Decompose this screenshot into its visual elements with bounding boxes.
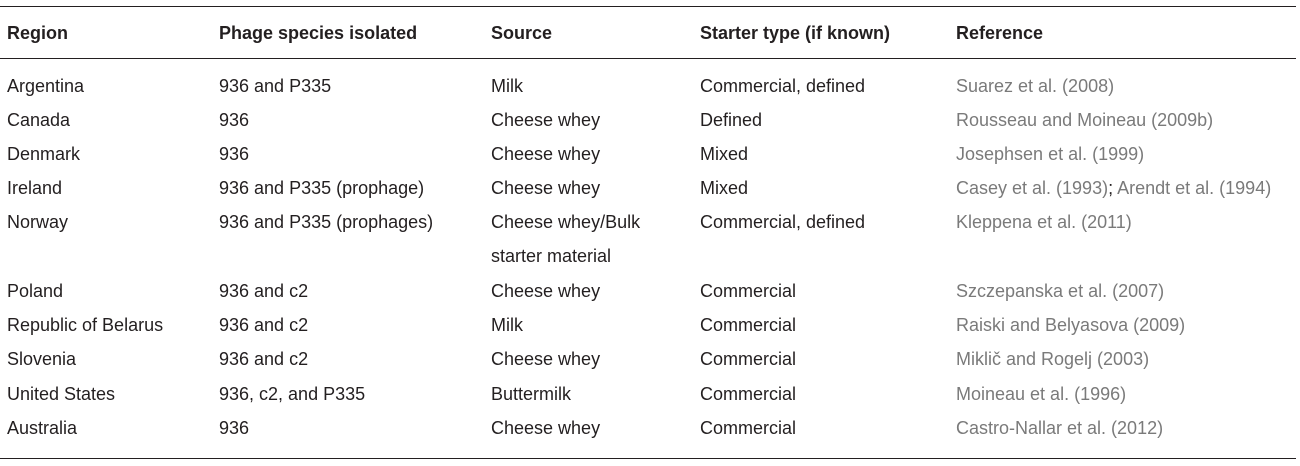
- cell-phage: 936 and P335: [219, 76, 332, 96]
- cell-phage: 936 and c2: [219, 281, 309, 301]
- cell-phage: 936 and P335 (prophages): [219, 212, 434, 232]
- cell-starter: Commercial: [700, 384, 797, 404]
- cell-phage: 936, c2, and P335: [219, 384, 366, 404]
- cell-reference-link[interactable]: Rousseau and Moineau (2009b): [956, 110, 1214, 130]
- cell-phage: 936 and P335 (prophage): [219, 178, 425, 198]
- cell-reference-link[interactable]: Raiski and Belyasova (2009): [956, 315, 1186, 335]
- cell-source: Cheese whey: [491, 418, 601, 438]
- cell-region: Australia: [7, 418, 78, 438]
- reference-link[interactable]: Arendt et al. (1994): [1117, 178, 1272, 198]
- cell-starter: Commercial: [700, 418, 797, 438]
- header-source: Source: [491, 23, 553, 43]
- cell-source: Cheese whey/Bulk: [491, 212, 641, 232]
- cell-source: Cheese whey: [491, 110, 601, 130]
- cell-phage: 936: [219, 110, 250, 130]
- cell-reference-link[interactable]: Kleppena et al. (2011): [956, 212, 1132, 232]
- cell-region: Denmark: [7, 144, 81, 164]
- table-header-rule: [0, 58, 1296, 59]
- cell-source: Cheese whey: [491, 178, 601, 198]
- cell-starter: Commercial: [700, 315, 797, 335]
- cell-region: Norway: [7, 212, 69, 232]
- cell-phage: 936 and c2: [219, 315, 309, 335]
- cell-phage: 936: [219, 144, 250, 164]
- cell-region: United States: [7, 384, 116, 404]
- table-top-rule: [0, 6, 1296, 7]
- cell-region: Ireland: [7, 178, 63, 198]
- cell-region: Canada: [7, 110, 71, 130]
- reference-separator: ;: [1108, 178, 1114, 198]
- cell-reference-link[interactable]: Miklič and Rogelj (2003): [956, 349, 1150, 369]
- cell-source: Cheese whey: [491, 144, 601, 164]
- cell-starter: Commercial: [700, 281, 797, 301]
- cell-source: Cheese whey: [491, 349, 601, 369]
- table-row: Norway 936 and P335 (prophages) Cheese w…: [0, 205, 1300, 273]
- cell-reference-link[interactable]: Moineau et al. (1996): [956, 384, 1127, 404]
- cell-region: Republic of Belarus: [7, 315, 164, 335]
- cell-starter: Defined: [700, 110, 763, 130]
- table-row: Australia 936 Cheese whey Commercial Cas…: [0, 411, 1300, 445]
- cell-source: Cheese whey: [491, 281, 601, 301]
- cell-source: Milk: [491, 315, 523, 335]
- table-row: Slovenia 936 and c2 Cheese whey Commerci…: [0, 342, 1300, 376]
- header-phage: Phage species isolated: [219, 23, 418, 43]
- table-row: Canada 936 Cheese whey Defined Rousseau …: [0, 103, 1300, 137]
- cell-reference-link[interactable]: Szczepanska et al. (2007): [956, 281, 1165, 301]
- cell-phage: 936 and c2: [219, 349, 309, 369]
- table-row: Denmark 936 Cheese whey Mixed Josephsen …: [0, 137, 1300, 171]
- cell-starter: Mixed: [700, 144, 749, 164]
- reference-link[interactable]: Casey et al. (1993): [956, 178, 1109, 198]
- cell-source-line2: starter material: [491, 246, 612, 266]
- header-region: Region: [7, 23, 68, 43]
- table-bottom-rule: [0, 458, 1296, 459]
- cell-reference-link[interactable]: Castro-Nallar et al. (2012): [956, 418, 1164, 438]
- header-reference: Reference: [956, 23, 1044, 43]
- cell-region: Poland: [7, 281, 64, 301]
- cell-phage: 936: [219, 418, 250, 438]
- cell-starter: Commercial, defined: [700, 212, 866, 232]
- cell-region: Argentina: [7, 76, 85, 96]
- cell-starter: Commercial, defined: [700, 76, 866, 96]
- table-row: Ireland 936 and P335 (prophage) Cheese w…: [0, 171, 1300, 205]
- cell-starter: Commercial: [700, 349, 797, 369]
- table-row: United States 936, c2, and P335 Buttermi…: [0, 377, 1300, 411]
- cell-reference-link[interactable]: Josephsen et al. (1999): [956, 144, 1145, 164]
- table-row: Argentina 936 and P335 Milk Commercial, …: [0, 69, 1300, 103]
- cell-source: Buttermilk: [491, 384, 572, 404]
- table-row: Poland 936 and c2 Cheese whey Commercial…: [0, 274, 1300, 308]
- cell-reference: Casey et al. (1993); Arendt et al. (1994…: [956, 171, 1271, 205]
- cell-starter: Mixed: [700, 178, 749, 198]
- header-starter: Starter type (if known): [700, 23, 891, 43]
- table-header-row: Region Phage species isolated Source Sta…: [0, 16, 1300, 50]
- cell-reference-link[interactable]: Suarez et al. (2008): [956, 76, 1115, 96]
- table-row: Republic of Belarus 936 and c2 Milk Comm…: [0, 308, 1300, 342]
- cell-region: Slovenia: [7, 349, 77, 369]
- cell-source: Milk: [491, 76, 523, 96]
